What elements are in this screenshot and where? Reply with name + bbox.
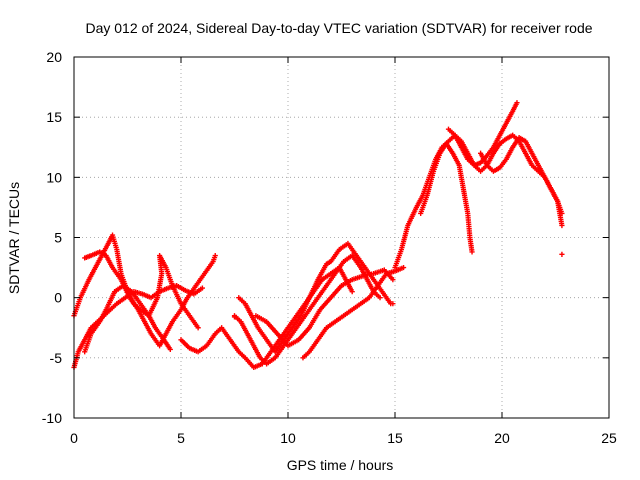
series-track-c [82, 249, 218, 349]
data-point [231, 314, 238, 320]
y-axis-label: SDTVAR / TECUs [6, 182, 22, 294]
y-tick-label: -5 [50, 350, 63, 366]
series-track-f [231, 252, 383, 367]
y-tick-label: -10 [42, 410, 62, 426]
x-tick-label: 25 [601, 430, 617, 446]
data-point [195, 325, 201, 331]
data-point [390, 301, 396, 307]
data-point [400, 264, 407, 271]
data-point [559, 251, 565, 257]
x-tick-label: 20 [494, 430, 510, 446]
data-point [167, 346, 173, 353]
data-points [71, 100, 565, 371]
series-outliers [231, 251, 565, 320]
series-track-i [253, 267, 396, 349]
series-track-l [445, 100, 520, 168]
chart-title: Day 012 of 2024, Sidereal Day-to-day VTE… [85, 20, 592, 36]
series-track-m [478, 135, 565, 229]
y-tick-label: 10 [46, 169, 62, 185]
y-tick-label: 15 [46, 109, 62, 125]
data-point [390, 277, 396, 283]
series-track-b [71, 283, 205, 371]
y-tick-label: 0 [54, 290, 62, 306]
grid [74, 57, 609, 418]
data-point [514, 100, 520, 106]
data-point [469, 249, 475, 255]
data-point [199, 285, 205, 291]
data-point [377, 295, 383, 301]
y-tick-label: 20 [46, 49, 62, 65]
series-track-d [82, 252, 201, 355]
series-track-g [236, 240, 394, 355]
data-point [559, 222, 565, 229]
y-tick-label: 5 [54, 230, 62, 246]
data-point [349, 289, 355, 295]
x-tick-label: 0 [70, 430, 78, 446]
x-axis-label: GPS time / hours [287, 457, 394, 473]
x-tick-label: 5 [177, 430, 185, 446]
data-point [212, 252, 218, 259]
x-tick-label: 10 [280, 430, 296, 446]
axis-ticks: 0 5 10 15 20 25 -10 -5 0 5 10 15 20 [42, 49, 617, 446]
series-track-k [418, 141, 475, 255]
x-tick-label: 15 [387, 430, 403, 446]
